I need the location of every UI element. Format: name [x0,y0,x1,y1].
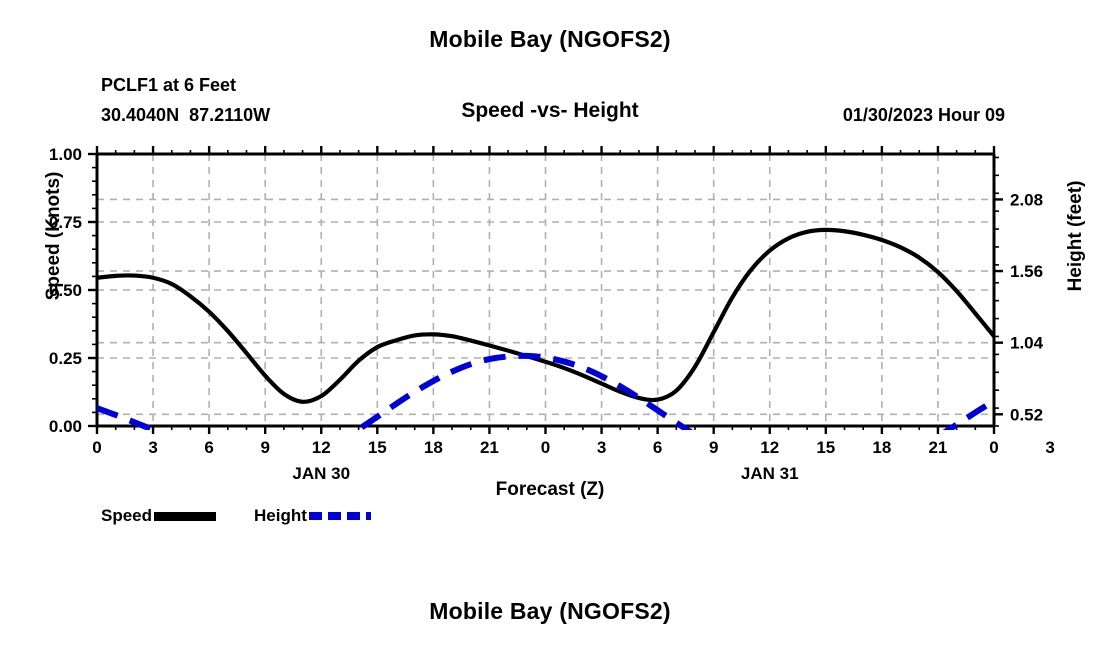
x-tick-label: 3 [148,438,157,457]
x-tick-label: 18 [872,438,891,457]
y-tick-label-right: 2.08 [1010,190,1043,209]
x-tick-label: 12 [312,438,331,457]
x-tick-label: 0 [989,438,998,457]
x-axis-day-label: JAN 30 [292,464,350,483]
y-tick-label-left: 0.25 [49,349,82,368]
y-axis-label-left: Speed (Knots) [43,171,64,301]
x-tick-label: 9 [260,438,269,457]
x-tick-label: 21 [480,438,499,457]
x-tick-label: 6 [653,438,662,457]
station-coordinates: 30.4040N 87.2110W [101,105,271,125]
x-tick-label: 0 [541,438,550,457]
legend-item-speed: Speed [101,506,254,526]
y-tick-label-right: 1.04 [1010,334,1044,353]
y-axis-label-right: Height (feet) [1065,180,1086,292]
chart-subtitle: Speed -vs- Height [461,99,639,122]
x-axis-label: Forecast (Z) [495,479,605,500]
station-name: PCLF1 at 6 Feet [101,75,237,95]
series-line-speed [97,227,994,404]
forecast-datestamp: 01/30/2023 Hour 09 [842,105,1005,125]
x-tick-label: 3 [597,438,606,457]
page-title-bottom: Mobile Bay (NGOFS2) [429,598,671,624]
y-tick-label-left: 0.75 [49,213,82,232]
legend-swatch-speed-line [154,511,217,521]
x-tick-label: 6 [204,438,213,457]
page-title-top: Mobile Bay (NGOFS2) [429,26,671,52]
x-tick-label: 3 [1045,438,1054,457]
x-tick-label: 9 [709,438,718,457]
legend-item-height: Height [254,506,371,526]
y-tick-label-left: 1.00 [49,145,82,164]
y-tick-label-left: 0.50 [49,281,82,300]
y-tick-label-left: 0.00 [49,417,82,436]
x-tick-label: 12 [760,438,779,457]
legend-swatch-height-line [308,512,371,520]
y-tick-label-right: 0.52 [1010,405,1043,424]
y-tick-label-right: 1.56 [1010,262,1043,281]
x-tick-label: 15 [816,438,835,457]
legend-label-speed: Speed [101,506,153,525]
chart-legend: Speed Height [101,506,371,526]
x-axis-day-label: JAN 31 [741,464,799,483]
x-tick-label: 0 [92,438,101,457]
legend-label-height: Height [254,506,307,525]
x-tick-label: 18 [424,438,443,457]
x-tick-label: 15 [368,438,387,457]
x-tick-label: 21 [928,438,947,457]
